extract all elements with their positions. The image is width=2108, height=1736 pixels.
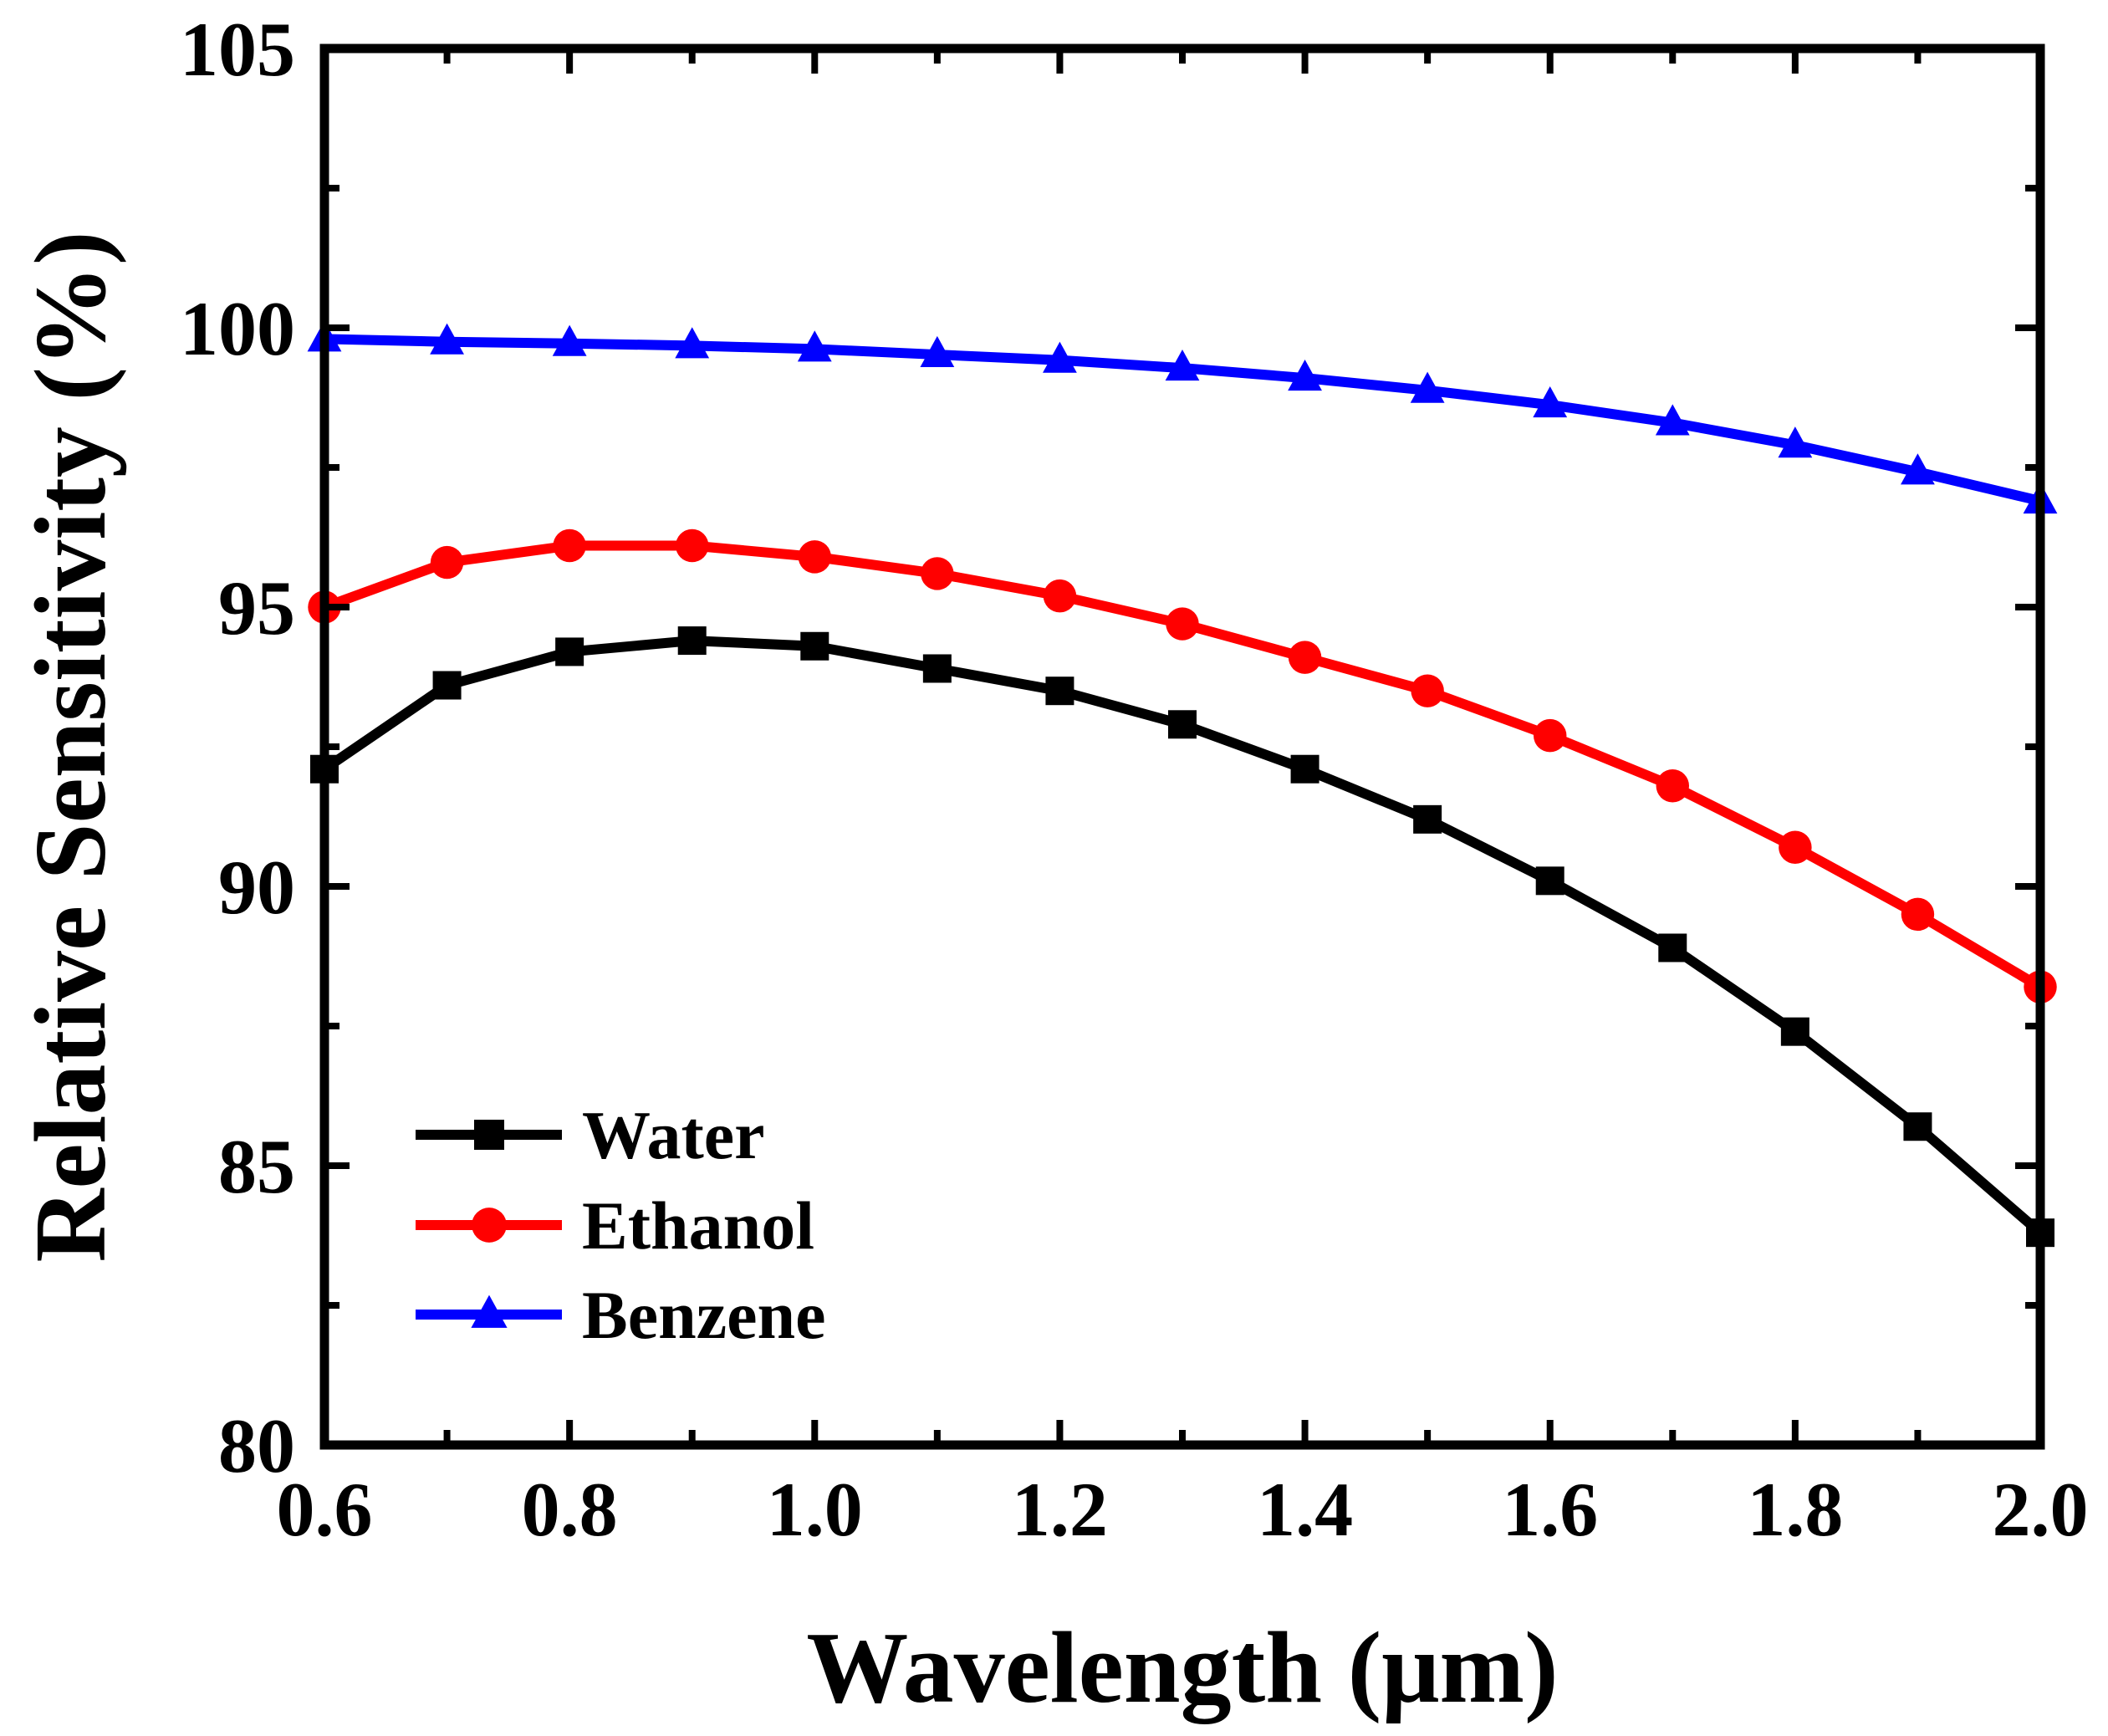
legend-marker-benzene (471, 1294, 508, 1328)
data-point-water (677, 626, 707, 656)
data-point-benzene (1901, 453, 1935, 485)
y-tick-label: 90 (218, 845, 295, 930)
legend-item-ethanol: Ethanol (416, 1187, 814, 1264)
y-tick-label: 95 (218, 565, 295, 651)
data-point-ethanol (1533, 718, 1567, 753)
data-point-water (1168, 710, 1197, 739)
data-point-water (1045, 677, 1074, 706)
x-tick-label: 0.6 (277, 1467, 373, 1552)
data-point-ethanol (675, 528, 709, 563)
y-tick-label: 80 (218, 1403, 295, 1488)
data-point-ethanol (553, 528, 586, 563)
data-point-benzene (675, 327, 710, 359)
y-tick-label: 100 (180, 286, 295, 371)
legend-marker-water (474, 1120, 504, 1150)
data-point-water (1903, 1112, 1932, 1141)
data-point-ethanol (1288, 641, 1322, 674)
data-point-water (1535, 866, 1564, 896)
legend-marker-ethanol (472, 1208, 507, 1243)
data-point-benzene (430, 323, 464, 355)
data-point-water (922, 654, 952, 683)
series-layer (307, 320, 2058, 1248)
data-point-ethanol (1901, 897, 1935, 932)
data-point-water (1290, 754, 1319, 784)
legend-label-benzene: Benzene (582, 1277, 825, 1353)
data-point-water (1658, 933, 1687, 962)
legend: Water Ethanol Benzene (416, 1097, 825, 1353)
data-point-ethanol (798, 540, 832, 574)
data-point-benzene (1043, 341, 1077, 373)
data-point-benzene (1288, 359, 1322, 391)
y-axis-title: Relative Sensitivity (%) (14, 231, 127, 1262)
series-benzene (307, 320, 2058, 514)
data-point-ethanol (1779, 830, 1812, 864)
x-tick-label: 1.0 (767, 1467, 863, 1552)
series-ethanol (308, 528, 2057, 1003)
data-point-water (800, 631, 829, 661)
legend-label-ethanol: Ethanol (582, 1187, 814, 1264)
legend-item-water: Water (416, 1097, 765, 1173)
data-point-ethanol (1043, 579, 1077, 613)
data-point-benzene (1410, 371, 1445, 403)
legend-label-water: Water (582, 1097, 765, 1173)
data-point-water (1780, 1017, 1809, 1046)
y-tick-label: 105 (180, 7, 295, 92)
data-point-ethanol (1166, 607, 1199, 641)
x-tick-label: 1.2 (1012, 1467, 1108, 1552)
data-point-ethanol (921, 557, 954, 590)
data-point-water (1413, 804, 1442, 834)
x-tick-label: 1.8 (1747, 1467, 1843, 1552)
data-point-ethanol (430, 545, 464, 580)
data-point-benzene (552, 324, 587, 356)
axis-ticks: 0.6 0.8 1.0 1.2 1.4 1.6 1.8 2.0 80 85 90 95 100 105 (180, 7, 2089, 1552)
x-tick-label: 0.8 (522, 1467, 618, 1552)
x-tick-label: 1.6 (1502, 1467, 1598, 1552)
data-point-water (555, 637, 584, 666)
data-point-benzene (1533, 386, 1568, 418)
data-point-ethanol (1411, 674, 1444, 707)
data-point-benzene (1165, 349, 1200, 381)
data-point-ethanol (1656, 769, 1690, 803)
data-point-benzene (920, 335, 955, 368)
data-point-benzene (1778, 426, 1813, 458)
data-point-benzene (1655, 404, 1690, 436)
legend-item-benzene: Benzene (416, 1277, 825, 1353)
x-tick-label: 2.0 (1993, 1467, 2089, 1552)
series-water (310, 626, 2054, 1248)
data-point-benzene (797, 330, 832, 362)
x-tick-label: 1.4 (1257, 1467, 1353, 1552)
y-tick-label: 85 (218, 1124, 295, 1209)
x-axis-title: Wavelength (μm) (806, 1611, 1558, 1724)
data-point-water (432, 671, 462, 700)
